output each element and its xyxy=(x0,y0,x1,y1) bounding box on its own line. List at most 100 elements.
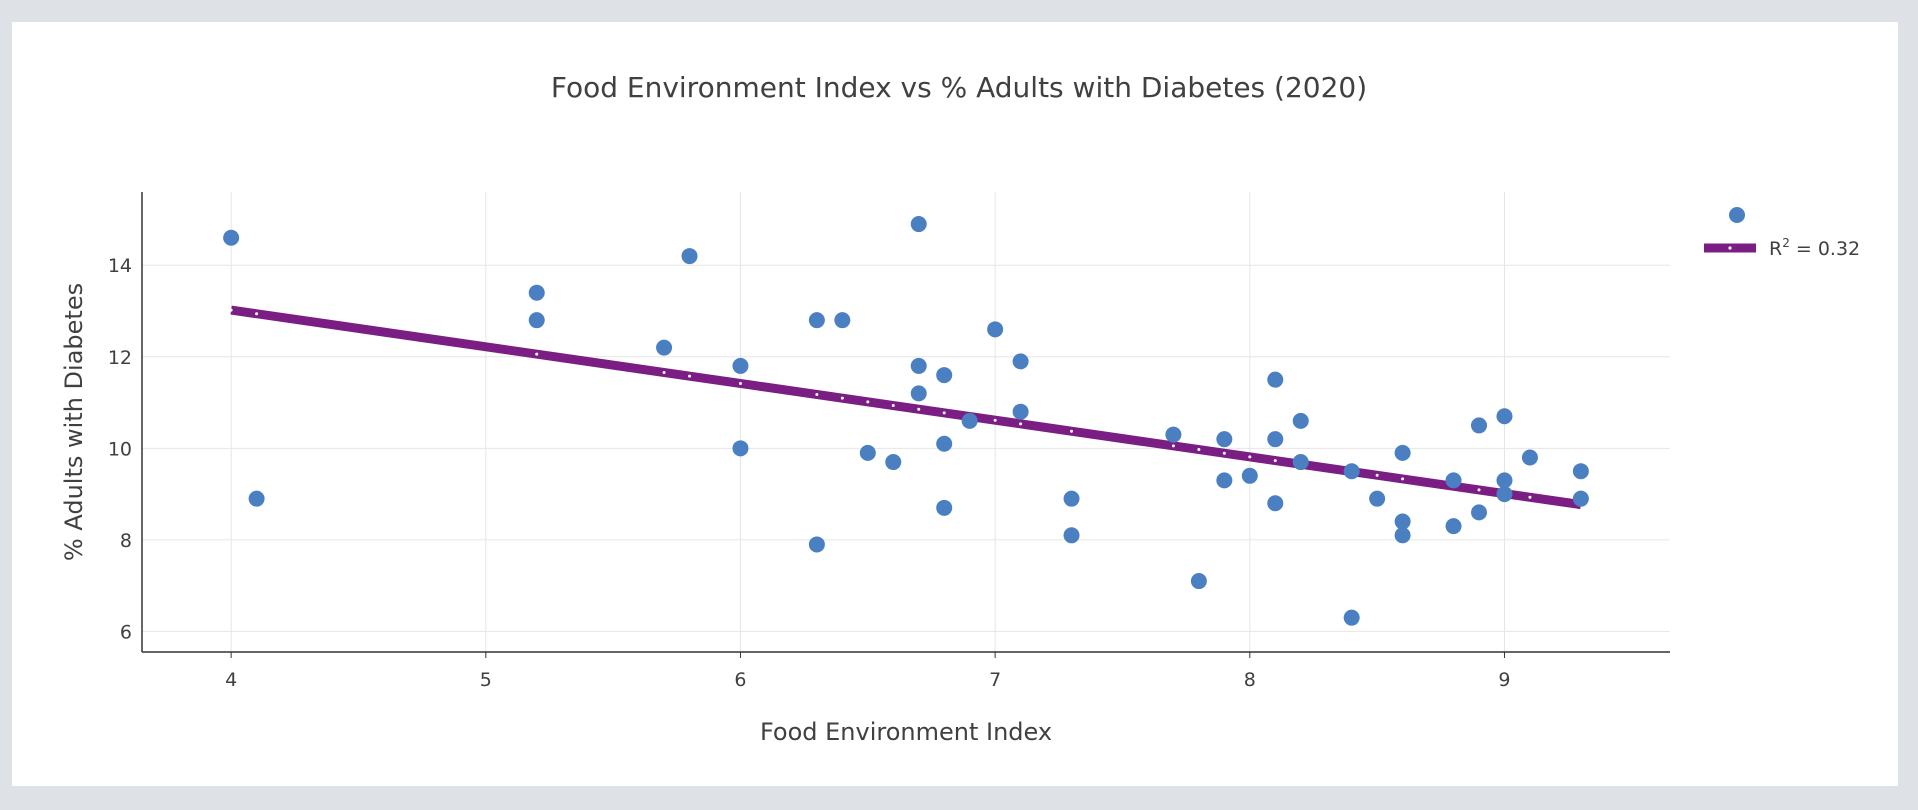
data-point[interactable] xyxy=(1165,426,1182,443)
data-points xyxy=(223,216,1589,626)
legend: R2 = 0.32 xyxy=(1704,207,1860,260)
data-point[interactable] xyxy=(1496,408,1513,425)
data-point[interactable] xyxy=(808,312,825,329)
y-axis-title: % Adults with Diabetes xyxy=(60,283,88,561)
legend-trend-label-rest: = 0.32 xyxy=(1790,238,1860,260)
data-point[interactable] xyxy=(1190,573,1207,590)
data-point[interactable] xyxy=(656,339,673,356)
data-point[interactable] xyxy=(1394,513,1411,530)
data-point[interactable] xyxy=(1471,417,1487,434)
trend-fit-marker xyxy=(942,411,946,415)
data-point[interactable] xyxy=(1012,353,1029,370)
trend-fit-marker xyxy=(1375,473,1379,477)
trend-fit-marker xyxy=(815,393,819,397)
trend-fit-marker xyxy=(1248,455,1252,459)
data-point[interactable] xyxy=(987,321,1004,338)
trend-fit-marker xyxy=(993,418,997,422)
data-point[interactable] xyxy=(732,357,749,374)
data-point[interactable] xyxy=(1063,490,1080,507)
trend-fit-marker xyxy=(1401,477,1405,481)
axes xyxy=(141,192,1670,653)
y-tick-label: 12 xyxy=(108,347,132,369)
data-point[interactable] xyxy=(1394,444,1411,461)
legend-trend-label[interactable]: R2 = 0.32 xyxy=(1769,236,1860,260)
trend-fit-marker xyxy=(535,352,539,356)
data-point[interactable] xyxy=(1394,527,1411,544)
trend-fit-marker xyxy=(1019,422,1023,426)
trend-fit-marker xyxy=(688,374,692,378)
trend-fit-marker xyxy=(1222,451,1226,455)
trend-fit-marker xyxy=(229,308,233,312)
x-tick-label: 8 xyxy=(1244,669,1256,691)
data-point[interactable] xyxy=(1471,504,1487,521)
data-point[interactable] xyxy=(961,412,978,429)
x-tick-label: 5 xyxy=(480,669,492,691)
data-point[interactable] xyxy=(885,454,902,471)
trend-fit-marker xyxy=(891,404,895,408)
data-point[interactable] xyxy=(1267,431,1284,448)
data-point[interactable] xyxy=(1369,490,1386,507)
data-point[interactable] xyxy=(1216,431,1233,448)
data-point[interactable] xyxy=(1445,518,1462,535)
x-tick-label: 9 xyxy=(1498,669,1510,691)
data-point[interactable] xyxy=(910,357,927,374)
y-tick-label: 14 xyxy=(108,255,132,277)
data-point[interactable] xyxy=(936,499,953,516)
trend-line-group xyxy=(229,305,1583,510)
trend-fit-marker xyxy=(1171,444,1175,448)
data-point[interactable] xyxy=(1267,495,1284,512)
data-point[interactable] xyxy=(1521,449,1538,466)
data-point[interactable] xyxy=(1012,403,1029,420)
data-point[interactable] xyxy=(528,284,545,301)
data-point[interactable] xyxy=(681,248,698,265)
data-point[interactable] xyxy=(1343,609,1360,626)
data-point[interactable] xyxy=(1292,412,1309,429)
data-point[interactable] xyxy=(1267,371,1284,388)
x-axis-title: Food Environment Index xyxy=(760,718,1052,746)
data-point[interactable] xyxy=(936,435,953,452)
y-tick-label: 6 xyxy=(120,621,132,643)
trend-fit-marker xyxy=(1070,429,1074,433)
data-point[interactable] xyxy=(834,312,851,329)
trend-fit-marker xyxy=(1197,448,1201,452)
data-point[interactable] xyxy=(1496,486,1513,503)
chart-title: Food Environment Index vs % Adults with … xyxy=(551,71,1367,104)
data-point[interactable] xyxy=(528,312,545,329)
legend-scatter-marker[interactable] xyxy=(1729,207,1745,223)
data-point[interactable] xyxy=(910,385,927,402)
trend-fit-marker xyxy=(1477,488,1481,492)
data-point[interactable] xyxy=(1063,527,1080,544)
chart-card: Food Environment Index vs % Adults with … xyxy=(12,22,1898,786)
x-tick-label: 4 xyxy=(225,669,237,691)
data-point[interactable] xyxy=(808,536,825,553)
data-point[interactable] xyxy=(248,490,265,507)
scatter-chart: Food Environment Index vs % Adults with … xyxy=(60,71,1860,746)
data-point[interactable] xyxy=(1216,472,1233,489)
data-point[interactable] xyxy=(1241,467,1258,484)
trend-fit-marker xyxy=(1528,495,1532,499)
y-tick-label: 10 xyxy=(108,438,132,460)
data-point[interactable] xyxy=(936,367,953,384)
data-point[interactable] xyxy=(859,444,876,461)
grid-lines xyxy=(142,192,1670,652)
data-point[interactable] xyxy=(223,229,240,246)
data-point[interactable] xyxy=(1572,463,1589,480)
x-tick-label: 6 xyxy=(734,669,746,691)
trend-fit-marker xyxy=(662,370,666,374)
data-point[interactable] xyxy=(1572,490,1589,507)
y-tick-label: 8 xyxy=(120,530,132,552)
data-point[interactable] xyxy=(1496,472,1513,489)
x-tick-label: 7 xyxy=(989,669,1001,691)
data-point[interactable] xyxy=(910,216,927,233)
legend-trend-label-sup: 2 xyxy=(1782,236,1790,250)
data-point[interactable] xyxy=(732,440,749,457)
legend-trend-dot xyxy=(1728,246,1732,250)
data-point[interactable] xyxy=(1292,454,1309,471)
legend-trend-label-base: R xyxy=(1769,238,1782,260)
data-point[interactable] xyxy=(1343,463,1360,480)
trend-fit-marker xyxy=(866,400,870,404)
data-point[interactable] xyxy=(1445,472,1462,489)
trend-fit-marker xyxy=(1273,459,1277,463)
trend-fit-marker xyxy=(917,407,921,411)
trend-fit-marker xyxy=(738,381,742,385)
